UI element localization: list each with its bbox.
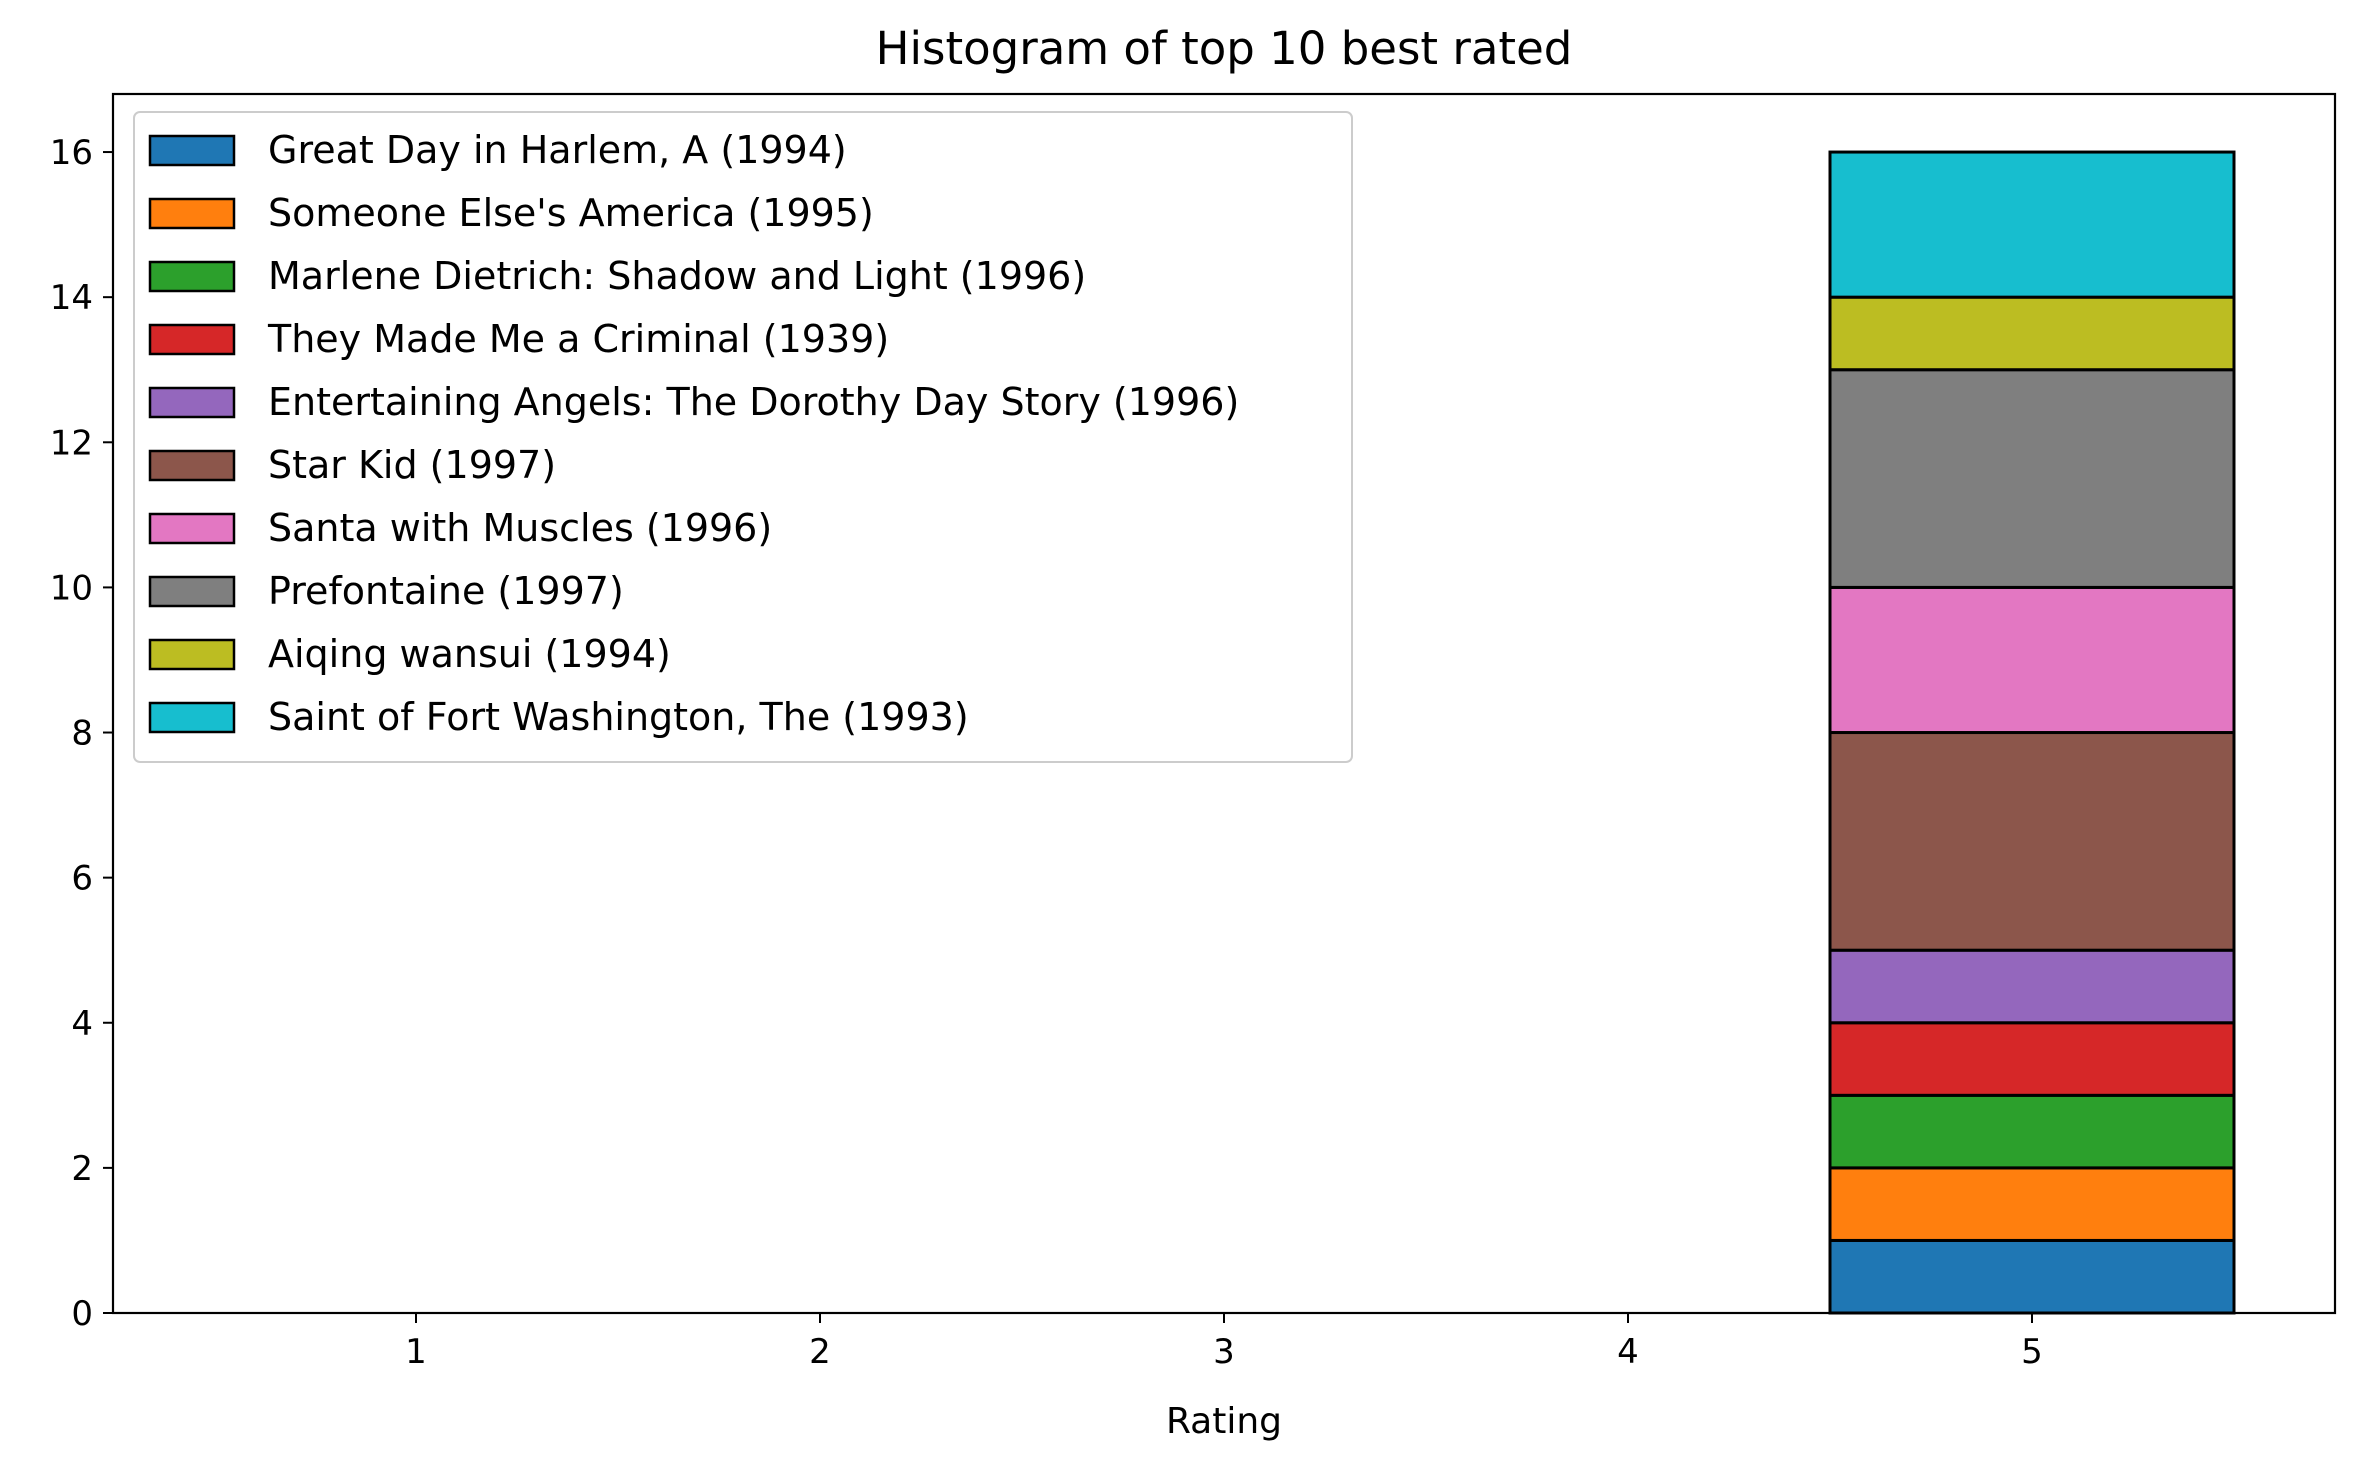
- legend-swatch-4: [148, 386, 236, 419]
- legend-swatch-9: [148, 701, 236, 734]
- bars-layer: [1828, 150, 2236, 1315]
- x-tick-label-1: 1: [405, 1332, 427, 1372]
- legend-label-2: Marlene Dietrich: Shadow and Light (1996…: [268, 254, 1086, 298]
- x-axis-label: Rating: [1166, 1401, 1282, 1442]
- bar-segment-series-9-rating-5: [1828, 150, 2236, 299]
- y-tick-label-2: 2: [71, 1149, 93, 1189]
- legend-swatch-6: [148, 512, 236, 545]
- y-tick-label-0: 0: [71, 1294, 93, 1334]
- bar-segment-series-8-rating-5: [1828, 295, 2236, 372]
- legend-label-0: Great Day in Harlem, A (1994): [268, 128, 847, 172]
- legend-label-5: Star Kid (1997): [268, 443, 556, 487]
- chart-title: Histogram of top 10 best rated: [876, 22, 1573, 75]
- bar-segment-series-4-rating-5: [1828, 948, 2236, 1025]
- legend-swatch-5: [148, 449, 236, 482]
- legend-swatch-3: [148, 323, 236, 356]
- y-tick-label-4: 4: [71, 1004, 93, 1044]
- legend-label-1: Someone Else's America (1995): [268, 191, 874, 235]
- bar-segment-series-6-rating-5: [1828, 585, 2236, 735]
- legend-box: [133, 111, 1353, 763]
- bar-segment-series-3-rating-5: [1828, 1021, 2236, 1097]
- x-tick-label-2: 2: [809, 1332, 831, 1372]
- legend-label-4: Entertaining Angels: The Dorothy Day Sto…: [268, 380, 1239, 424]
- legend-swatch-2: [148, 260, 236, 293]
- y-tick-label-8: 8: [71, 714, 93, 754]
- x-tick-label-5: 5: [2021, 1332, 2043, 1372]
- y-tick-label-10: 10: [50, 568, 93, 608]
- y-tick-label-14: 14: [50, 278, 93, 318]
- bar-segment-series-2-rating-5: [1828, 1093, 2236, 1170]
- legend-swatch-8: [148, 638, 236, 671]
- legend-swatch-7: [148, 575, 236, 608]
- legend-swatch-1: [148, 197, 236, 230]
- x-tick-label-4: 4: [1617, 1332, 1639, 1372]
- y-tick-label-12: 12: [50, 423, 93, 463]
- legend: Great Day in Harlem, A (1994) Someone Els…: [133, 111, 1353, 763]
- legend-label-3: They Made Me a Criminal (1939): [267, 317, 889, 361]
- legend-label-8: Aiqing wansui (1994): [268, 632, 671, 676]
- bar-segment-series-0-rating-5: [1828, 1238, 2236, 1315]
- legend-label-7: Prefontaine (1997): [268, 569, 624, 613]
- bar-segment-series-5-rating-5: [1828, 731, 2236, 952]
- legend-label-6: Santa with Muscles (1996): [268, 506, 772, 550]
- legend-swatch-0: [148, 134, 236, 167]
- bar-segment-series-1-rating-5: [1828, 1166, 2236, 1242]
- x-tick-label-3: 3: [1213, 1332, 1235, 1372]
- legend-label-9: Saint of Fort Washington, The (1993): [268, 695, 969, 739]
- y-tick-label-16: 16: [50, 133, 93, 173]
- bar-segment-series-7-rating-5: [1828, 368, 2236, 589]
- y-tick-label-6: 6: [71, 859, 93, 899]
